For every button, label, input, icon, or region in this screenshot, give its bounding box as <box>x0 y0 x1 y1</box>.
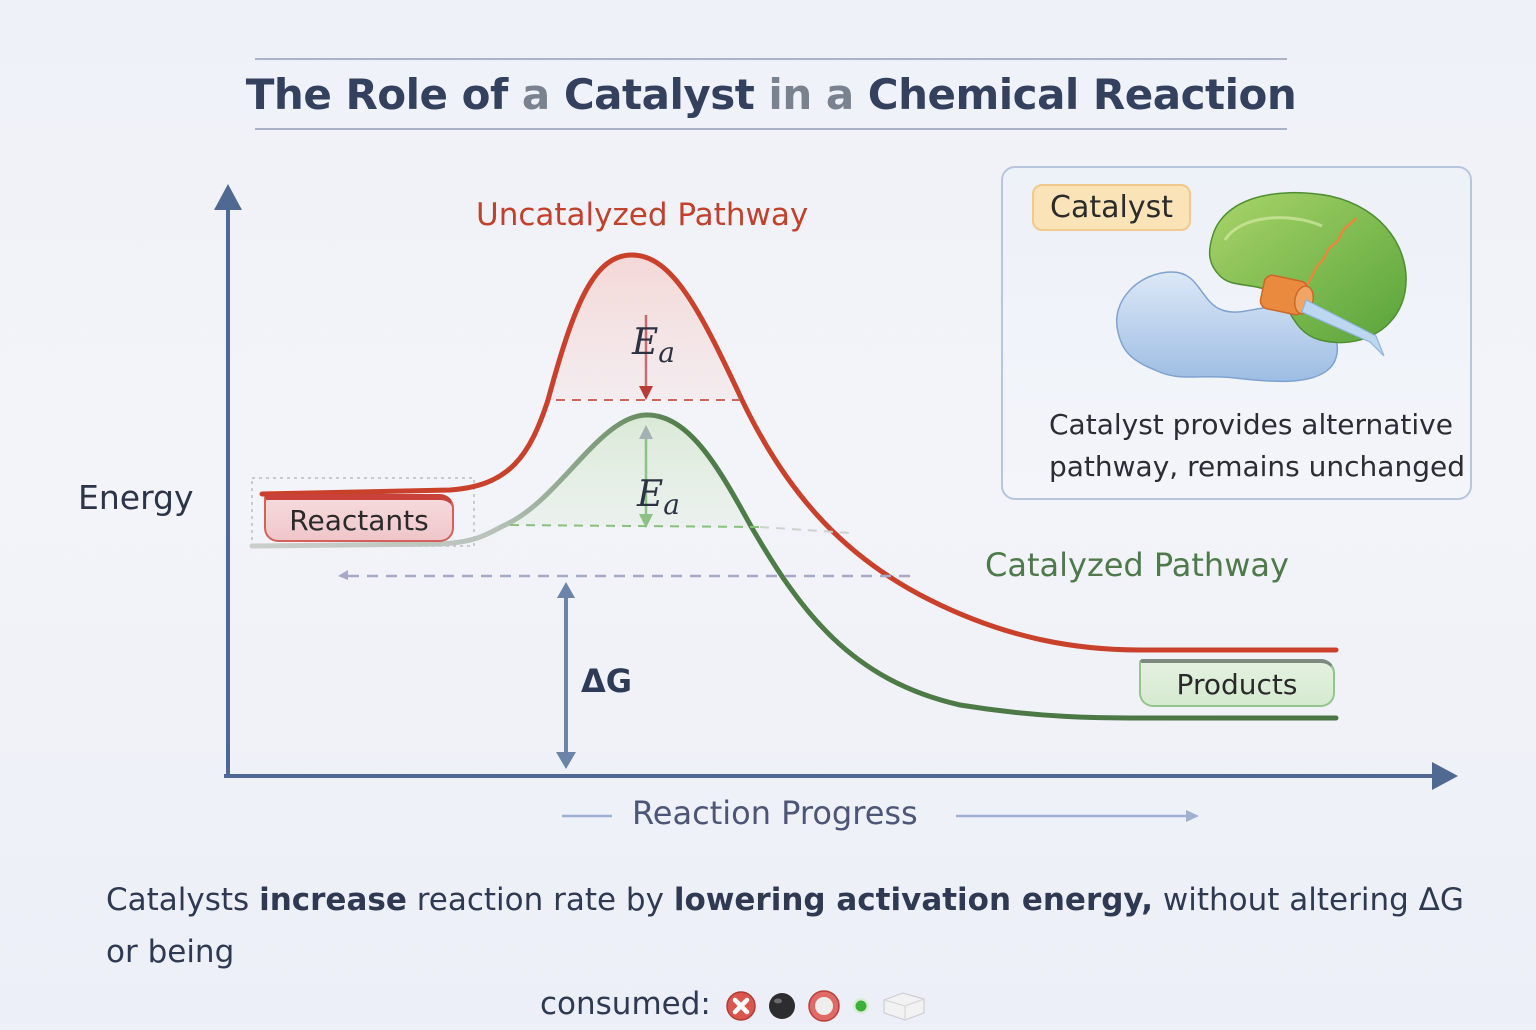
products-badge: Products <box>1139 659 1335 707</box>
legend-icons <box>725 989 927 1023</box>
title-banner: The Role of a Catalyst in a Chemical Rea… <box>246 58 1297 130</box>
uncatalyzed-pathway-label: Uncatalyzed Pathway <box>476 197 809 233</box>
arrow-right-icon <box>1432 762 1458 790</box>
x-circle-icon <box>726 990 756 1021</box>
delta-g-label: ΔG <box>581 662 633 700</box>
green-dot-icon <box>852 997 869 1014</box>
ea-catalyzed-label: Ea <box>637 474 680 521</box>
catalyst-description: Catalyst provides alternative pathway, r… <box>1049 408 1465 483</box>
uncatalyzed-curve <box>259 252 1339 653</box>
caption-line-2: consumed: <box>106 978 1486 1030</box>
ea-uncatalyzed-label: Ea <box>632 322 675 369</box>
black-dot-icon <box>768 992 795 1019</box>
reactants-badge: Reactants <box>264 494 454 542</box>
y-axis <box>214 184 242 776</box>
y-axis-label: Energy <box>78 478 194 517</box>
catalyzed-pathway-label: Catalyzed Pathway <box>985 546 1289 584</box>
white-cube-icon <box>883 991 925 1021</box>
x-axis-label: Reaction Progress <box>632 794 918 832</box>
caption: Catalysts increase reaction rate by lowe… <box>106 874 1486 1030</box>
x-axis <box>224 762 1458 790</box>
page-title: The Role of a Catalyst in a Chemical Rea… <box>245 69 1297 119</box>
catalyzed-curve <box>249 412 1339 721</box>
arrow-up-icon <box>214 184 242 210</box>
red-ring-icon <box>808 989 840 1022</box>
catalyst-tag: Catalyst <box>1032 184 1191 231</box>
